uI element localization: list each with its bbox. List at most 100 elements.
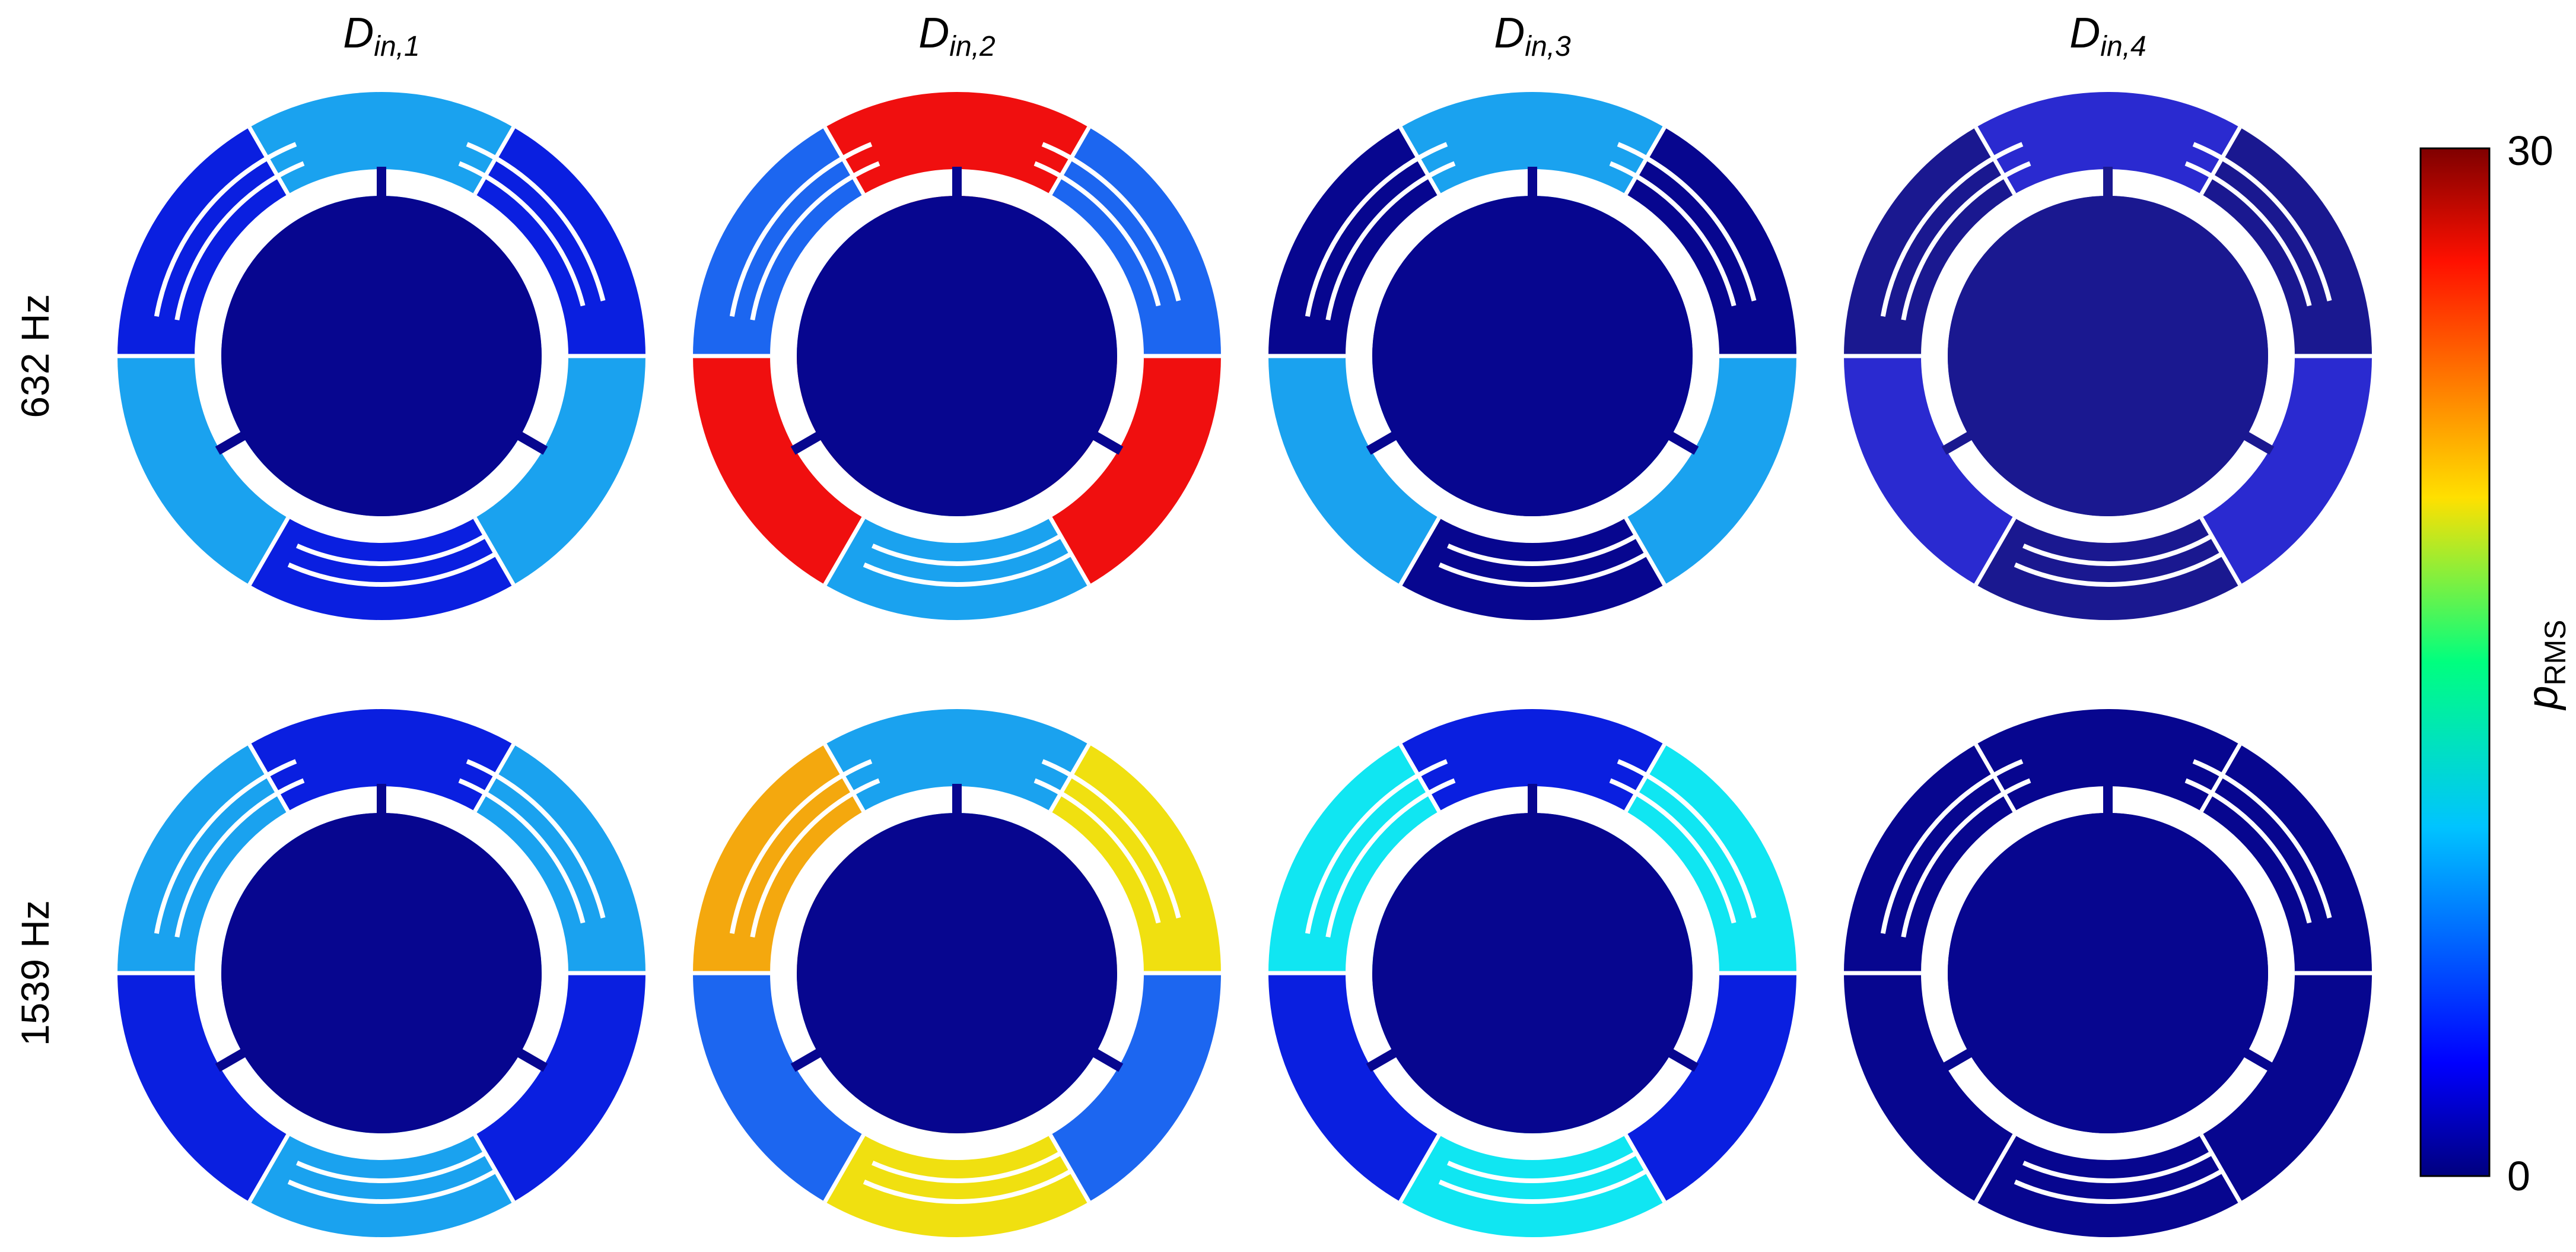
ring-slit [790, 1048, 823, 1072]
panel-r2-c2 [693, 709, 1221, 1237]
channel-wall [296, 1151, 486, 1183]
sector-divider [247, 126, 290, 195]
ring-slit [1667, 1048, 1699, 1072]
sector-divider [2199, 126, 2242, 195]
colorbar-min-label: 0 [2507, 1153, 2530, 1199]
sector-divider [1974, 1134, 2017, 1203]
sector-divider [1048, 517, 1091, 586]
colorbar-max-label: 30 [2507, 128, 2553, 174]
channel-wall [2192, 759, 2332, 919]
channel-wall [154, 142, 297, 317]
sector-divider [823, 126, 866, 195]
inner-duct [797, 196, 1117, 516]
channel-wall [2184, 161, 2312, 307]
ring-slit [2242, 431, 2275, 455]
channel-wall [1033, 778, 1161, 924]
channel-wall [872, 1151, 1062, 1183]
panel-r1-c2 [693, 92, 1221, 620]
sector-divider [823, 1134, 866, 1203]
sector-divider [1398, 743, 1441, 812]
channel-wall [872, 533, 1062, 566]
panel-grid [117, 91, 2372, 1237]
ring-slit [1941, 431, 1974, 455]
ring-slit [215, 1048, 247, 1072]
sector-divider [473, 126, 516, 195]
channel-wall [2192, 142, 2332, 301]
channel-wall [2184, 778, 2312, 924]
sector-divider [1624, 1134, 1667, 1203]
column-headers: Din,1 Din,2 Din,3 Din,4 [343, 9, 2146, 62]
channel-wall [1305, 759, 1448, 934]
colorbar-axis-label: pRMS [2519, 619, 2572, 710]
colorbar: 30 0 pRMS [2419, 128, 2572, 1199]
channel-wall [863, 551, 1073, 587]
inner-duct [1372, 813, 1693, 1133]
sector-divider [473, 1134, 516, 1203]
ring-slit [2242, 1048, 2275, 1072]
channel-wall [750, 161, 880, 320]
sector-divider [1398, 126, 1441, 195]
column-header-4: Din,4 [2069, 9, 2146, 62]
colorbar-gradient [2419, 147, 2491, 1177]
ring-slit [516, 431, 548, 455]
row-label-632hz: 632 Hz [13, 294, 57, 418]
sector-divider [823, 743, 866, 812]
channel-wall [287, 551, 497, 587]
channel-wall [1880, 759, 2024, 934]
panel-r2-c1 [117, 709, 645, 1237]
column-header-3: Din,3 [1494, 9, 1571, 62]
channel-wall [729, 759, 873, 934]
channel-wall [2022, 533, 2213, 566]
sector-divider [247, 1134, 290, 1203]
ring-slit [1941, 1048, 1974, 1072]
channel-wall [2014, 551, 2224, 587]
channel-wall [466, 759, 606, 919]
inner-duct [221, 813, 542, 1133]
channel-wall [863, 1168, 1073, 1204]
row-label-1539hz: 1539 Hz [13, 900, 57, 1046]
sector-divider [1974, 743, 2017, 812]
ring-slit [790, 431, 823, 455]
channel-wall [1901, 161, 2031, 320]
sector-divider [1974, 517, 2017, 586]
channel-wall [1041, 142, 1181, 301]
inner-duct [1372, 196, 1693, 516]
panel-r2-c4 [1844, 708, 2372, 1237]
channel-wall [1438, 551, 1648, 587]
sector-divider [473, 743, 516, 812]
sector-divider [247, 517, 290, 586]
channel-wall [1609, 778, 1737, 924]
panel-r1-c1 [117, 92, 645, 620]
sector-divider [2199, 1134, 2242, 1203]
channel-wall [1447, 533, 1637, 566]
channel-wall [1305, 142, 1448, 317]
sector-divider [247, 743, 290, 812]
channel-wall [1617, 142, 1757, 301]
column-header-2: Din,2 [918, 9, 995, 62]
channel-wall [729, 142, 873, 317]
inner-duct [1948, 196, 2268, 516]
channel-wall [466, 142, 606, 301]
channel-wall [1033, 161, 1161, 307]
channel-wall [287, 1168, 497, 1204]
ring-slit [516, 1048, 548, 1072]
channel-wall [174, 778, 305, 938]
sector-divider [1624, 517, 1667, 586]
channel-wall [2022, 1151, 2213, 1183]
ring-slit [1667, 431, 1699, 455]
channel-wall [750, 778, 880, 938]
sector-divider [2199, 517, 2242, 586]
panel-r1-c3 [1268, 92, 1796, 620]
channel-wall [1041, 759, 1181, 919]
channel-wall [2014, 1168, 2224, 1204]
inner-duct [797, 813, 1117, 1133]
ring-slit [1091, 431, 1124, 455]
sector-divider [1048, 1134, 1091, 1203]
channel-wall [458, 778, 586, 924]
sector-divider [473, 517, 516, 586]
column-header-1: Din,1 [343, 9, 419, 62]
channel-wall [458, 161, 586, 307]
ring-slit [1366, 431, 1398, 455]
channel-wall [1438, 1168, 1648, 1204]
